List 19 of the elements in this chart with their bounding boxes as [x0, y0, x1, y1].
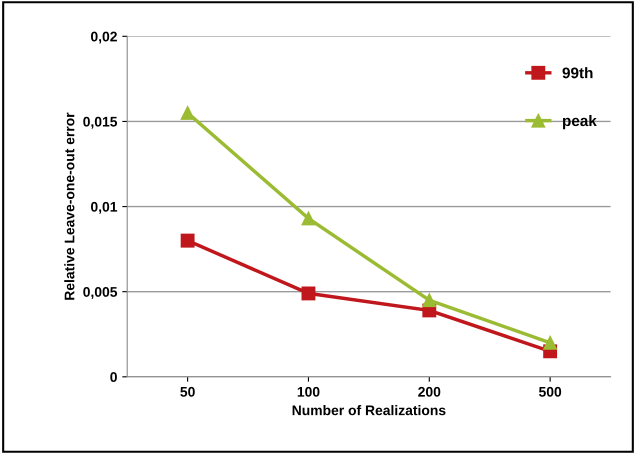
point	[422, 293, 436, 308]
y-tick-label: 0,02	[91, 32, 117, 44]
y-tick-label: 0,015	[83, 116, 118, 129]
y-tick-label: 0	[110, 372, 117, 382]
x-tick-label: 500	[538, 386, 562, 397]
x-tick-label: 50	[180, 386, 195, 397]
legend-label: peak	[563, 114, 597, 130]
legend-label: 99th	[562, 67, 592, 78]
point	[180, 234, 195, 248]
point	[302, 212, 316, 226]
y-tick-label: 0,005	[83, 287, 118, 299]
y-axis-title: Relative Leave-one-out error	[64, 112, 74, 300]
x-tick-label: 100	[298, 386, 320, 397]
point	[302, 286, 316, 300]
x-tick-label: 200	[418, 386, 440, 397]
x-axis-title: Number of Realizations	[292, 405, 446, 416]
point	[180, 106, 195, 120]
point	[543, 336, 558, 350]
y-tick-label: 0,01	[91, 202, 118, 214]
